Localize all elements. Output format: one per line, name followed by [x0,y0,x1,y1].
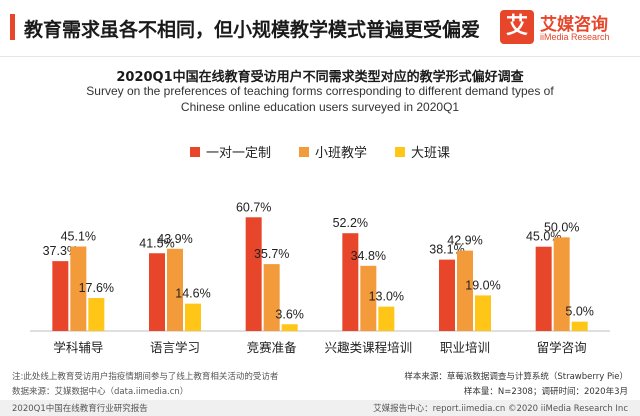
logo-subtitle: iiMedia Research [540,32,610,42]
bar-large-class-5 [475,295,491,331]
data-label-one-on-one-3: 60.7% [236,200,271,214]
x-tick-label-1: 学科辅导 [53,340,103,355]
data-label-large-class-2: 14.6% [175,287,210,301]
data-label-one-on-one-2: 41.5% [139,236,174,250]
legend-label-large-class: 大班课 [411,146,451,161]
bar-chart: 37.3%45.1% 17.6% 学科辅导 41.5%43.9% 14.6% 语言学习 60… [30,200,610,355]
data-label-small-class-2: 43.9% [157,232,192,246]
data-label-large-class-1: 17.6% [79,281,114,295]
bar-small-class-1 [70,246,87,331]
legend-item-large-class: 大班课 [395,142,450,161]
bar-one-on-one-1 [52,261,69,331]
data-label-large-class-4: 13.0% [369,290,404,304]
footer: 2020Q1中国在线教育行业研究报告 艾媒报告中心：report.iimedia… [0,400,640,416]
chart-title: 2020Q1中国在线教育受访用户不同需求类型对应的教学形式偏好调查 [116,70,524,85]
bar-small-class-6 [553,237,570,331]
data-label-large-class-3: 3.6% [275,307,304,321]
data-label-small-class-4: 34.8% [351,249,386,263]
footer-report-name: 2020Q1中国在线教育行业研究报告 [12,404,148,414]
bar-one-on-one-5 [439,259,455,331]
legend-swatch-large-class [395,146,405,157]
legend-item-one-on-one: 一对一定制 [189,142,271,161]
footnote: 注:此处线上教育受访用户指疫情期间参与了线上教育相关活动的受访者 [12,372,279,382]
data-source: 数据来源：艾媒数据中心（data.iimedia.cn） [12,387,189,397]
data-label-small-class-3: 35.7% [254,247,289,261]
sample-source: 样本来源：草莓派数据调查与计算系统（Strawberry Pie） [404,372,628,382]
bar-small-class-2 [167,248,183,331]
bar-small-class-5 [457,250,473,331]
data-label-small-class-6: 50.0% [544,220,579,234]
legend-label-one-on-one: 一对一定制 [205,146,271,161]
legend-item-small-class: 小班教学 [298,142,367,161]
data-label-large-class-6: 5.0% [565,305,594,319]
footer-copyright: 艾媒报告中心：report.iimedia.cn ©2020 iiMedia R… [373,404,628,414]
bar-large-class-4 [378,306,395,331]
x-tick-label-6: 留学咨询 [537,340,587,355]
bar-one-on-one-3 [245,217,262,331]
bar-large-class-6 [571,321,588,331]
logo: 艾 艾媒咨询 iiMedia Research [500,8,628,48]
bar-large-class-3 [281,324,298,331]
header-divider [0,56,640,57]
data-label-large-class-5: 19.0% [465,278,500,292]
data-label-one-on-one-6: 45.0% [526,230,561,244]
logo-name: 艾媒咨询 [540,15,608,35]
page-title: 教育需求虽各不相同，但小规模教学模式普遍更受偏爱 [24,19,481,41]
bar-large-class-2 [185,303,201,331]
legend-swatch-one-on-one [189,146,200,157]
legend-label-small-class: 小班教学 [314,146,367,161]
bar-large-class-1 [88,298,105,331]
bar-small-class-3 [263,264,280,331]
data-label-one-on-one-4: 52.2% [333,216,368,230]
bar-one-on-one-4 [342,233,359,331]
chart-subtitle-line-1: Survey on the preferences of teaching fo… [86,84,554,98]
bar-one-on-one-6 [535,246,552,331]
bar-small-class-4 [360,265,377,331]
data-label-one-on-one-1: 37.3% [43,244,78,258]
sample-size: 样本量：N=2308；调研时间：2020年3月 [463,387,628,397]
x-tick-label-2: 语言学习 [150,340,200,355]
bar-one-on-one-2 [149,253,165,331]
data-label-small-class-5: 42.9% [447,234,482,248]
x-tick-label-4: 兴趣类课程培训 [325,340,413,355]
x-tick-label-5: 职业培训 [440,340,490,355]
data-label-small-class-1: 45.1% [61,230,96,244]
logo-mark: 艾 [500,10,534,44]
data-label-one-on-one-5: 38.1% [429,243,464,257]
header: 教育需求虽各不相同，但小规模教学模式普遍更受偏爱 艾 艾媒咨询 iiMedia … [0,0,640,56]
x-tick-label-3: 竞赛准备 [247,340,298,355]
chart-subtitle-line-2: Chinese online education users surveyed … [180,100,460,114]
title-accent-bar [10,14,15,40]
legend-swatch-small-class [298,146,309,157]
chart-legend: 一对一定制 小班教学 大班课 [0,142,640,161]
